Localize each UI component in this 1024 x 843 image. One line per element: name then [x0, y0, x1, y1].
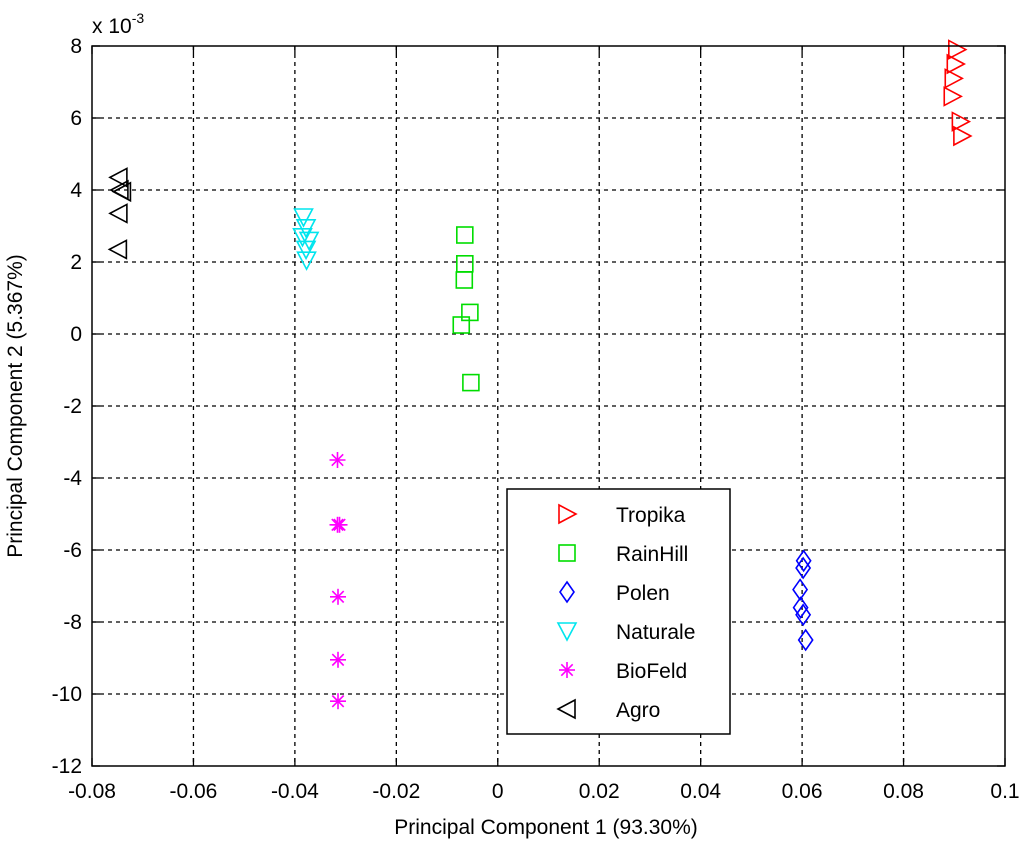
data-points: [107, 39, 973, 710]
data-point: [948, 39, 968, 60]
legend: Tropika RainHill Polen Naturale BioFeld Agro: [506, 488, 731, 735]
data-point: [107, 239, 128, 260]
tick-labels: -0.08 -0.06 -0.04 -0.02 0 0.02 0.04 0.06 0.08 0.1…: [52, 35, 1020, 803]
legend-label: BioFeld: [616, 660, 687, 683]
exponent-power: -3: [132, 10, 145, 26]
data-point: [293, 208, 314, 228]
legend-item-biofeld: BioFeld: [559, 660, 687, 683]
plot-area-frame: [91, 45, 1006, 767]
series-biofeld: [329, 452, 348, 710]
series-tropika: [943, 39, 973, 147]
x-tick-label: -0.06: [170, 780, 218, 803]
y-tick-label: -2: [63, 395, 82, 418]
x-tick-label: 0: [492, 780, 504, 803]
x-tick-label: 0.1: [990, 780, 1019, 803]
data-point: [792, 596, 809, 619]
legend-box: [506, 488, 731, 735]
legend-label: Agro: [616, 699, 660, 722]
data-point: [797, 628, 814, 652]
data-point: [953, 125, 973, 147]
x-axis-title: Principal Component 1 (93.30%): [394, 816, 698, 839]
series-rainhill: [452, 226, 480, 392]
series-naturale: [292, 208, 320, 271]
y-tick-label: 0: [70, 323, 82, 346]
data-point: [795, 556, 812, 580]
x-tick-label: 0.02: [579, 780, 620, 803]
x-tick-label: 0.08: [883, 780, 924, 803]
legend-item-naturale: Naturale: [556, 621, 695, 644]
legend-item-polen: Polen: [559, 580, 670, 605]
legend-marker-icon: [559, 662, 575, 678]
data-point: [795, 549, 812, 573]
data-point: [108, 203, 128, 224]
data-point: [452, 316, 471, 334]
x-tick-label: -0.04: [271, 780, 319, 803]
legend-label: Naturale: [616, 621, 695, 644]
series-agro: [107, 167, 132, 260]
data-point: [330, 693, 347, 710]
legend-label: RainHill: [616, 543, 688, 566]
data-point: [330, 651, 347, 668]
legend-label: Tropika: [616, 504, 686, 527]
y-tick-label: -6: [63, 539, 82, 562]
legend-label: Polen: [616, 582, 670, 605]
y-tick-label: -12: [52, 755, 82, 778]
y-tick-label: -4: [63, 467, 82, 490]
y-tick-label: 2: [70, 251, 82, 274]
legend-marker-icon: [558, 503, 578, 525]
legend-marker-icon: [558, 544, 576, 562]
data-point: [456, 226, 474, 244]
data-point: [462, 373, 480, 392]
legend-marker-icon: [559, 580, 575, 604]
data-point: [455, 271, 474, 289]
data-point: [943, 86, 963, 107]
x-tick-label: -0.02: [372, 780, 420, 803]
legend-item-agro: Agro: [556, 698, 660, 722]
data-point: [108, 167, 128, 188]
y-tick-label: 4: [70, 179, 82, 202]
x-tick-label: -0.08: [68, 780, 116, 803]
y-tick-label: 8: [70, 35, 82, 58]
data-point: [329, 516, 346, 533]
data-point: [296, 251, 317, 271]
data-point: [329, 452, 346, 468]
legend-item-rainhill: RainHill: [558, 543, 688, 566]
exponent-base: x 10: [92, 15, 132, 38]
data-point: [951, 111, 972, 132]
y-tick-label: -10: [52, 683, 82, 706]
y-tick-label: 6: [70, 107, 82, 130]
y-tick-label: -8: [63, 611, 82, 634]
data-point: [946, 53, 967, 75]
legend-item-tropika: Tropika: [558, 503, 686, 527]
data-point: [795, 603, 812, 627]
legend-marker-icon: [556, 698, 576, 720]
data-point: [295, 240, 317, 261]
legend-marker-icon: [556, 622, 578, 642]
series-polen: [792, 549, 814, 652]
x-tick-label: 0.04: [680, 780, 721, 803]
data-point: [292, 228, 313, 248]
y-axis-title: Principal Component 2 (5.367%): [4, 254, 27, 558]
data-point: [330, 588, 347, 605]
data-point: [944, 68, 964, 89]
y-axis-exponent: x 10-3: [92, 10, 144, 38]
data-point: [111, 181, 132, 203]
x-tick-label: 0.06: [782, 780, 823, 803]
